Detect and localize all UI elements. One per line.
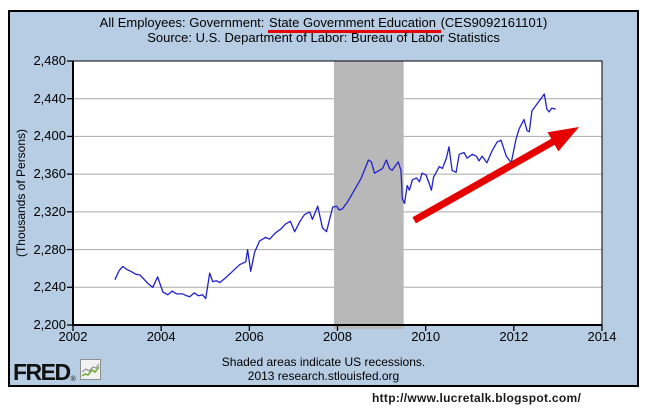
chart-header: All Employees: Government: State Governm… <box>8 15 639 45</box>
fred-logo-text: FRED <box>13 359 71 385</box>
x-tick-label: 2010 <box>411 329 441 344</box>
x-tick-label: 2014 <box>587 329 617 344</box>
trend-arrow-head <box>547 127 580 152</box>
x-tick-label: 2004 <box>146 329 176 344</box>
y-tick-label: 2,480 <box>33 53 66 68</box>
y-tick-label: 2,240 <box>33 279 66 295</box>
recession-band <box>333 61 404 329</box>
mini-line-chart-icon <box>79 359 101 385</box>
y-tick-label: 2,400 <box>33 128 66 144</box>
chart-title-underlined-phrase: State Government Education <box>268 15 441 33</box>
source-credit: 2013 research.stlouisfed.org <box>247 369 400 383</box>
x-tick-label: 2002 <box>58 329 88 344</box>
x-tick-label: 2006 <box>234 329 264 344</box>
recession-note: Shaded areas indicate US recessions. <box>221 355 426 369</box>
trend-arrow-shaft <box>412 137 557 224</box>
chart-title-suffix: (CES9092161101) <box>436 15 548 30</box>
chart-source: Source: U.S. Department of Labor: Bureau… <box>147 30 500 45</box>
data-line <box>114 93 556 300</box>
y-axis-title: (Thousands of Persons) <box>14 128 28 258</box>
blog-url-caption: http://www.lucretalk.blogspot.com/ <box>372 391 582 405</box>
chart-title-prefix: All Employees: Government: <box>99 15 269 30</box>
chart-title: All Employees: Government: State Governm… <box>8 15 639 33</box>
y-tick-label: 2,280 <box>33 241 66 257</box>
y-tick-label: 2,360 <box>33 166 66 182</box>
x-tick-label: 2008 <box>323 329 352 344</box>
y-tick-label: 2,200 <box>33 317 66 332</box>
fred-logo: FRED ® <box>13 359 101 385</box>
registered-mark: ® <box>70 376 76 383</box>
y-tick-label: 2,440 <box>33 90 66 106</box>
y-tick-label: 2,320 <box>33 203 66 219</box>
x-tick-label: 2012 <box>499 329 529 344</box>
